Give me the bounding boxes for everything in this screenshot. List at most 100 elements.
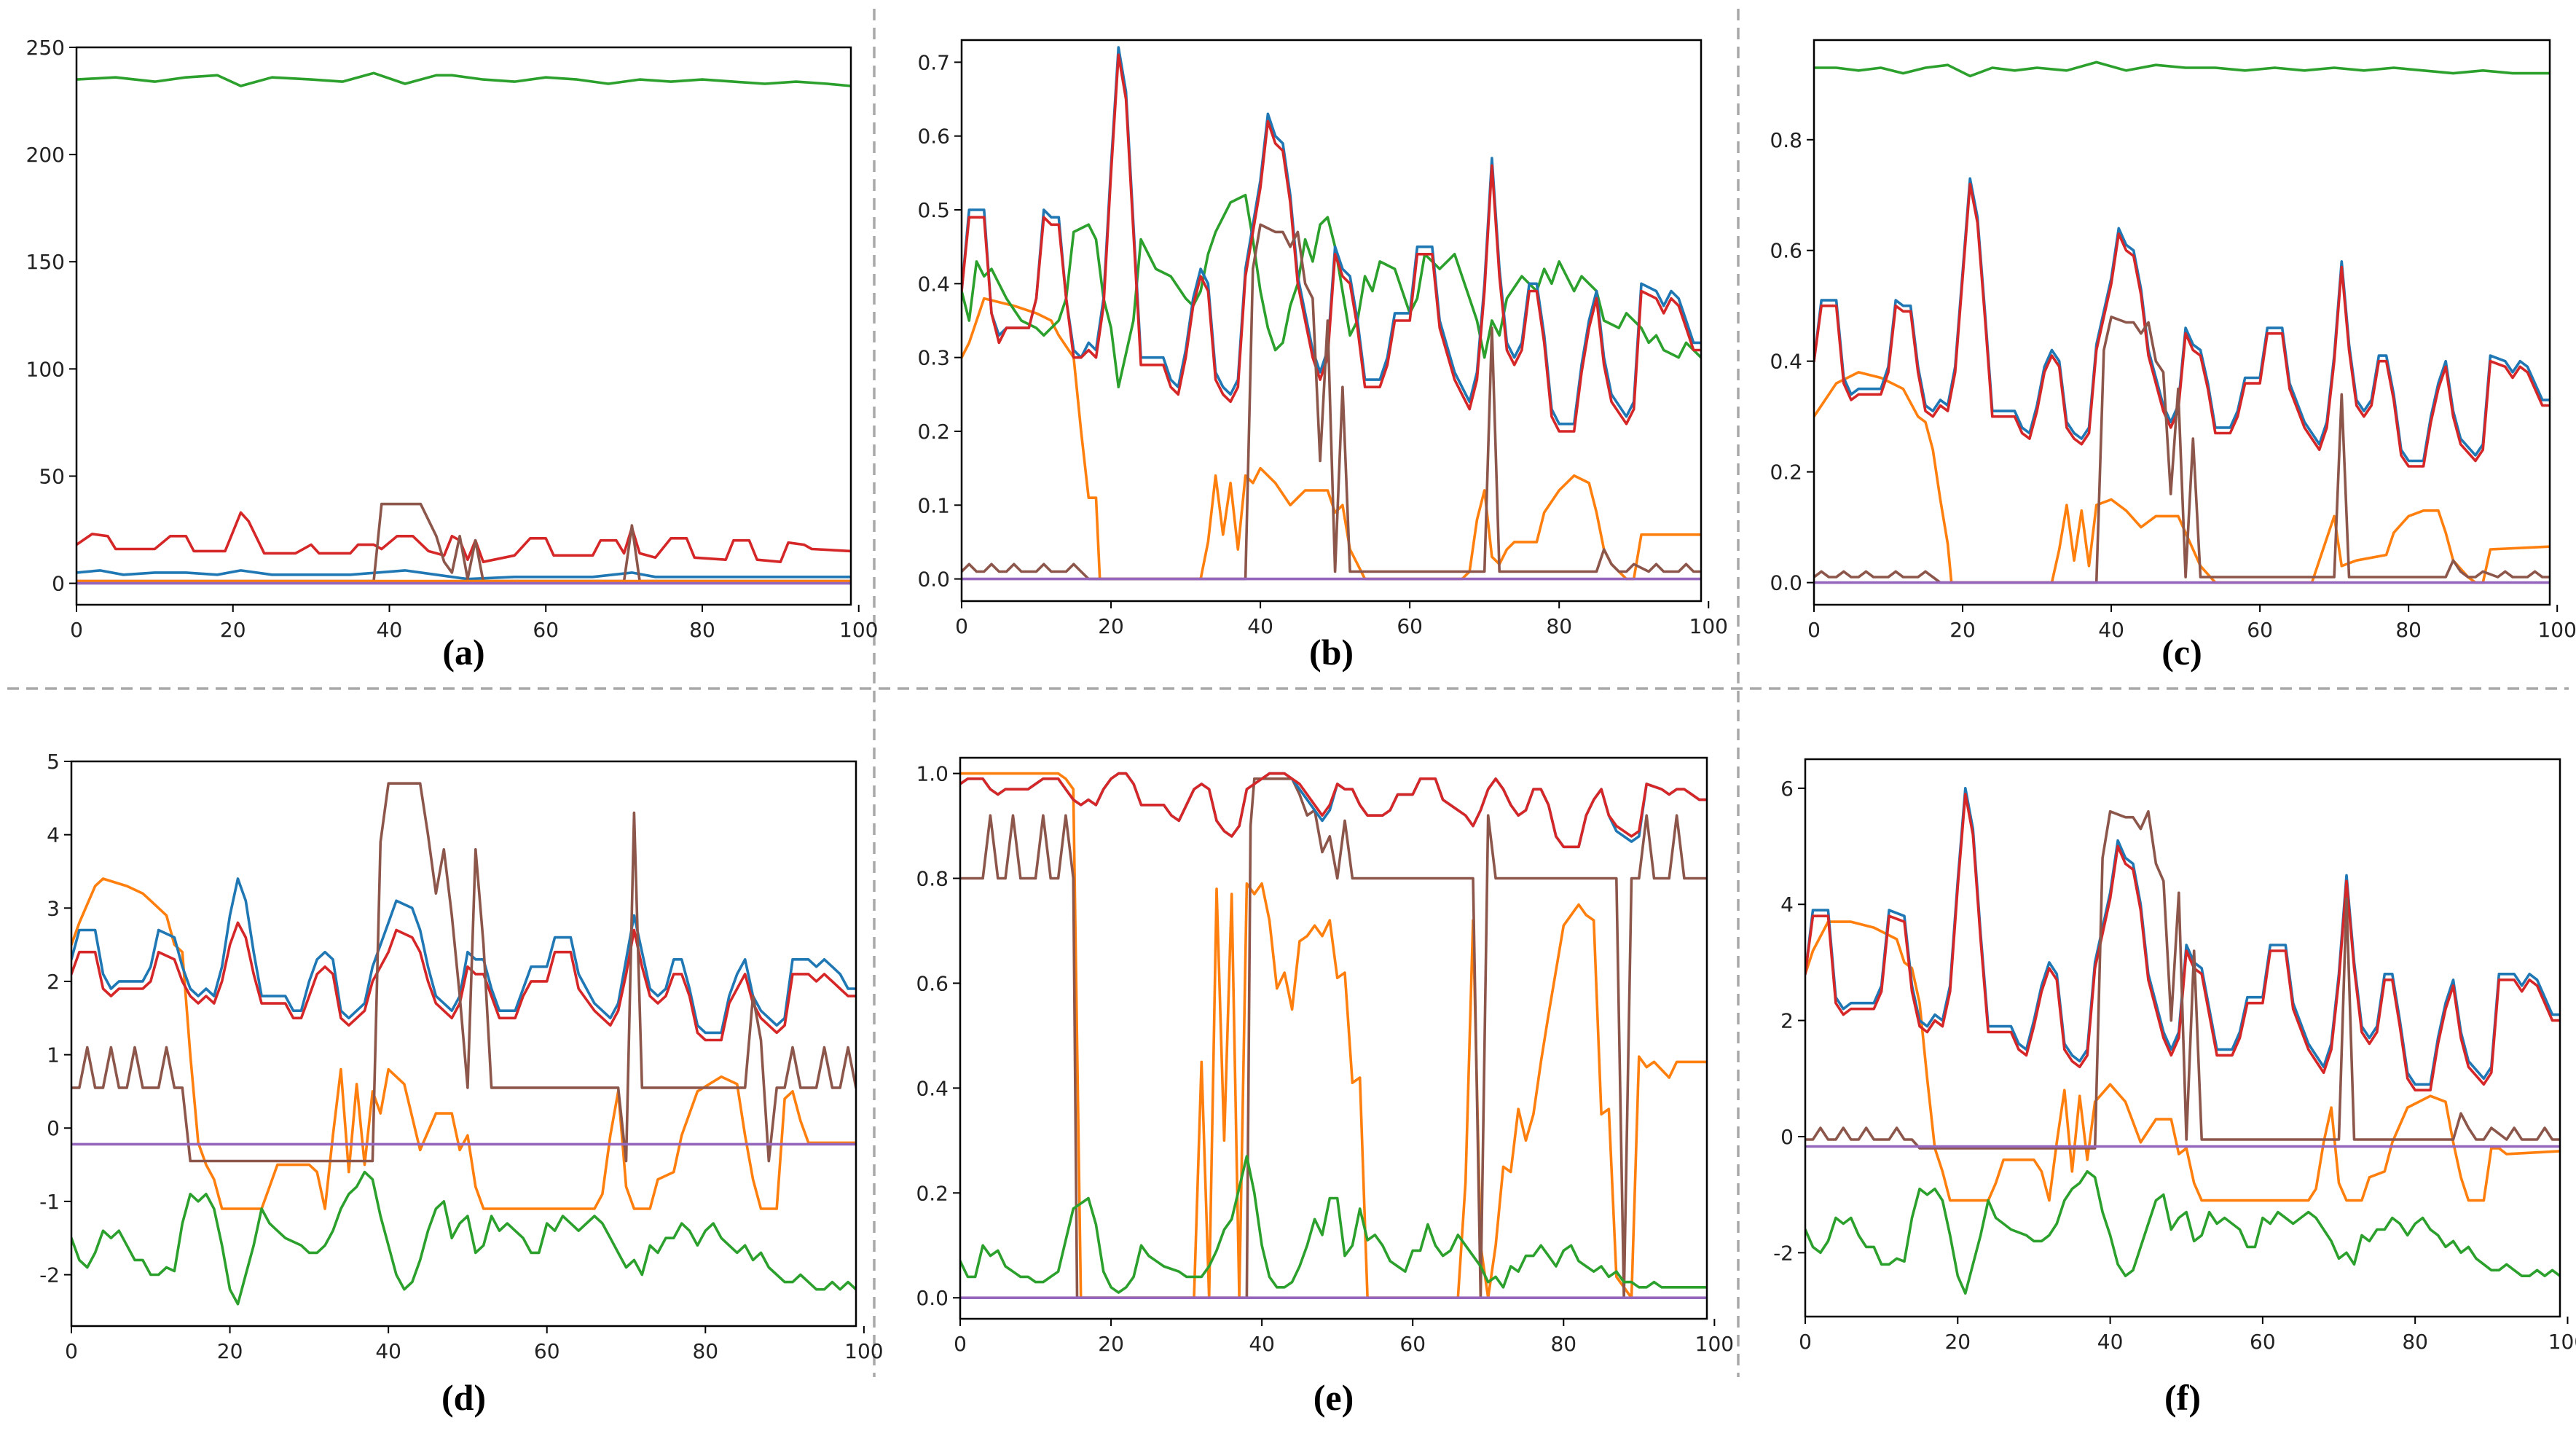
y-tick-label: 1.0 <box>916 762 949 786</box>
panel-label: (d) <box>441 1377 486 1418</box>
x-tick-label: 20 <box>1944 1330 1971 1354</box>
series-line-orange <box>1805 920 2560 1202</box>
panel-label: (e) <box>1313 1377 1354 1418</box>
x-tick-label: 40 <box>1249 1332 1275 1356</box>
plot-frame <box>70 760 857 1328</box>
y-tick-label: 0.8 <box>1770 128 1802 152</box>
plot-frame <box>1813 39 2551 606</box>
y-tick-label: -2 <box>39 1263 60 1287</box>
y-tick-label: -2 <box>1773 1241 1794 1265</box>
x-tick-label: 100 <box>2537 618 2576 642</box>
series-line-green <box>1814 60 2550 78</box>
y-tick-label: -1 <box>39 1190 60 1214</box>
series-line-blue <box>71 877 856 1035</box>
series-line-red <box>71 921 856 1042</box>
series-line-brown <box>1814 315 2550 584</box>
series-line-green <box>960 1155 1707 1294</box>
y-tick-label: 6 <box>1780 777 1794 801</box>
x-tick-label: 80 <box>1546 614 1572 638</box>
y-tick-label: 0.2 <box>1770 460 1802 485</box>
plot-frame <box>960 39 1703 603</box>
x-tick-label: 100 <box>839 618 878 642</box>
x-tick-label: 100 <box>1695 1332 1734 1356</box>
x-tick-label: 20 <box>1098 614 1124 638</box>
y-tick-label: 0.5 <box>917 198 950 222</box>
series-line-brown <box>71 782 856 1163</box>
y-tick-label: 0.3 <box>917 346 950 370</box>
x-tick-label: 60 <box>533 618 559 642</box>
x-tick-label: 20 <box>1098 1332 1124 1356</box>
series-line-brown <box>76 502 851 583</box>
series-line-red <box>76 511 851 563</box>
x-tick-label: 0 <box>70 618 83 642</box>
series-group <box>1805 787 2560 1295</box>
x-tick-label: 0 <box>955 614 968 638</box>
subplot-f: 0 20 40 60 80 100 -2 0 2 4 6 (f) <box>1773 758 2576 1418</box>
y-tick-label: 0.4 <box>1770 350 1802 374</box>
y-tick-label: 2 <box>47 970 60 994</box>
x-tick-label: 60 <box>1399 1332 1426 1356</box>
y-tick-label: 0 <box>1780 1125 1794 1149</box>
x-tick-label: 80 <box>2402 1330 2428 1354</box>
subplot-e: 0 20 40 60 80 100 0.0 0.2 0.4 0.6 0.8 1.0 (e) <box>916 756 1734 1418</box>
y-tick-label: 4 <box>1780 893 1794 917</box>
x-tick-label: 40 <box>2097 1330 2124 1354</box>
series-group <box>76 71 851 585</box>
series-line-orange <box>960 772 1707 1299</box>
y-tick-label: 150 <box>26 250 65 274</box>
y-tick-label: 0.1 <box>917 493 950 517</box>
x-tick-label: 100 <box>2548 1330 2576 1354</box>
y-tick-label: 0.6 <box>916 971 949 995</box>
x-tick-label: 80 <box>689 618 715 642</box>
y-tick-label: 0 <box>52 572 65 596</box>
x-tick-label: 0 <box>954 1332 967 1356</box>
x-tick-label: 60 <box>2247 618 2273 642</box>
subplot-c: 0 20 40 60 80 100 0.0 0.2 0.4 0.6 0.8 (c) <box>1770 39 2576 673</box>
y-tick-label: 3 <box>47 896 60 920</box>
series-group <box>960 772 1707 1299</box>
x-tick-label: 0 <box>1799 1330 1812 1354</box>
plot-frame <box>959 756 1708 1320</box>
series-group <box>1814 60 2550 584</box>
series-group <box>71 782 856 1306</box>
x-tick-label: 80 <box>2395 618 2422 642</box>
y-tick-label: 100 <box>26 357 65 381</box>
plot-frame <box>1804 758 2561 1318</box>
series-line-orange <box>1814 371 2550 584</box>
y-tick-label: 0 <box>47 1116 60 1140</box>
panel-label: (c) <box>2161 632 2202 673</box>
x-tick-label: 40 <box>377 618 403 642</box>
x-tick-label: 40 <box>2098 618 2124 642</box>
x-tick-label: 20 <box>1949 618 1976 642</box>
y-tick-label: 0.0 <box>916 1286 949 1310</box>
panel-separators <box>7 9 2569 1377</box>
series-line-orange <box>71 877 856 1210</box>
panel-label: (a) <box>442 632 484 673</box>
series-line-green <box>962 194 1701 388</box>
x-tick-label: 20 <box>220 618 246 642</box>
y-tick-label: 5 <box>47 750 60 774</box>
y-tick-label: 2 <box>1780 1009 1794 1033</box>
y-tick-label: 0.8 <box>916 867 949 891</box>
y-tick-label: 0.4 <box>916 1076 949 1100</box>
series-line-brown <box>1805 809 2560 1150</box>
series-line-orange <box>962 297 1701 581</box>
x-tick-label: 100 <box>1689 614 1728 638</box>
series-line-brown <box>962 223 1701 581</box>
x-tick-label: 20 <box>217 1339 243 1363</box>
series-group <box>962 46 1701 581</box>
panel-label: (b) <box>1309 632 1354 673</box>
y-tick-label: 200 <box>26 143 65 167</box>
x-tick-label: 40 <box>375 1339 401 1363</box>
x-tick-label: 0 <box>65 1339 78 1363</box>
x-tick-label: 80 <box>1550 1332 1576 1356</box>
x-tick-label: 40 <box>1247 614 1273 638</box>
series-line-green <box>71 1170 856 1306</box>
series-line-green <box>76 71 851 87</box>
y-tick-label: 250 <box>26 36 65 60</box>
y-tick-label: 0.7 <box>917 50 950 74</box>
series-line-green <box>1805 1170 2560 1295</box>
x-tick-label: 80 <box>692 1339 718 1363</box>
subplot-b: 0 20 40 60 80 100 0.0 0.1 0.2 0.3 0.4 0.5 0.6 0.7 (b) <box>917 39 1728 673</box>
